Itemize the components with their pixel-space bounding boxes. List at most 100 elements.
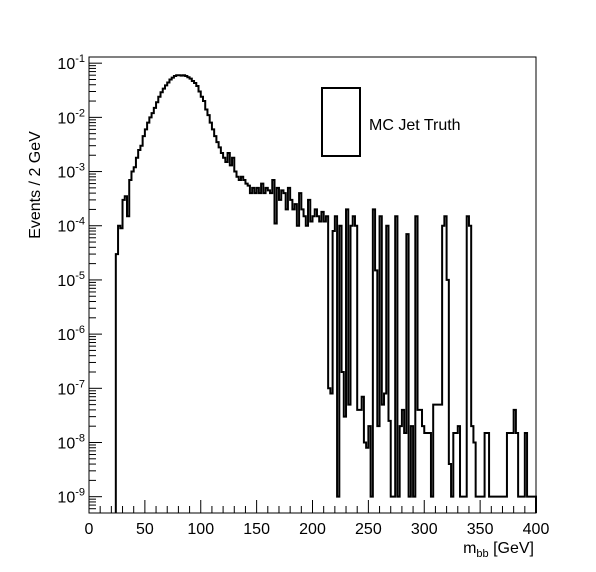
histogram-bin xyxy=(442,226,444,513)
histogram-bin xyxy=(451,497,453,513)
histogram-bin xyxy=(292,209,294,513)
histogram-bin xyxy=(313,216,315,513)
histogram-bin xyxy=(315,209,317,513)
histogram-bin xyxy=(149,117,151,513)
x-tick-label: 50 xyxy=(136,521,154,538)
histogram-bin xyxy=(192,81,194,513)
histogram-bin xyxy=(169,79,171,513)
histogram-bin xyxy=(252,188,254,513)
histogram-bin xyxy=(518,497,520,513)
histogram-bin xyxy=(529,497,531,513)
histogram-bin xyxy=(388,421,390,513)
histogram-bin xyxy=(158,97,160,513)
histogram-bin xyxy=(190,79,192,513)
histogram-bin xyxy=(371,497,373,513)
histogram-bin xyxy=(333,231,335,513)
histogram-bin xyxy=(456,433,458,513)
histogram-bin xyxy=(485,433,487,513)
histogram-bin xyxy=(140,146,142,513)
histogram-bin xyxy=(212,129,214,513)
histogram-bin xyxy=(203,101,205,513)
histogram-bin xyxy=(232,158,234,513)
histogram-bin xyxy=(353,216,355,513)
histogram-bin xyxy=(295,204,297,513)
histogram-bin xyxy=(248,186,250,513)
histogram-bin xyxy=(324,221,326,513)
histogram-bin xyxy=(201,97,203,513)
histogram-bin xyxy=(136,158,138,513)
histogram-bin xyxy=(205,109,207,513)
legend: MC Jet Truth xyxy=(321,87,461,157)
histogram-bin xyxy=(342,372,344,513)
histogram-bin xyxy=(131,172,133,513)
histogram-series xyxy=(114,74,537,513)
histogram-bin xyxy=(181,76,183,513)
histogram-bin xyxy=(473,442,475,513)
histogram-bin xyxy=(277,188,279,513)
y-tick-label: 10-2 xyxy=(57,107,85,127)
histogram-bin xyxy=(127,216,129,513)
histogram-bin xyxy=(337,497,339,513)
histogram-bin xyxy=(147,123,149,513)
y-tick-label: 10-6 xyxy=(57,324,85,344)
histogram-bin xyxy=(176,75,178,513)
histogram-bin xyxy=(339,226,341,513)
histogram-bin xyxy=(359,410,361,513)
histogram-bin xyxy=(364,442,366,513)
histogram-bin xyxy=(534,497,536,513)
histogram-bin xyxy=(275,223,277,513)
histogram-bin xyxy=(411,426,413,513)
histogram-bin xyxy=(308,200,310,513)
histogram-bin xyxy=(433,405,435,513)
histogram-bin xyxy=(134,167,136,513)
histogram-bin xyxy=(237,177,239,513)
histogram-bin xyxy=(402,410,404,513)
histogram-bin xyxy=(125,196,127,513)
histogram-bin xyxy=(366,448,368,513)
histogram-bin xyxy=(196,86,198,513)
histogram-bin xyxy=(281,190,283,513)
histogram-bin xyxy=(330,394,332,513)
y-tick-label: 10-5 xyxy=(57,270,85,290)
histogram-bin xyxy=(167,82,169,513)
histogram-bin xyxy=(239,180,241,513)
y-tick-label: 10-7 xyxy=(57,378,85,398)
histogram-bin xyxy=(321,212,323,513)
y-axis: 10-9 10-8 10-7 10-6 10-5 10-4 10-3 10-2 10-1 xyxy=(57,53,102,514)
histogram-bin xyxy=(431,497,433,513)
histogram-bin xyxy=(118,226,120,513)
histogram-bin xyxy=(152,113,154,513)
histogram-bin xyxy=(357,410,359,513)
histogram-bin xyxy=(476,497,478,513)
histogram-bin xyxy=(516,433,518,513)
histogram-bin xyxy=(494,497,496,513)
x-tick-label: 0 xyxy=(85,521,94,538)
histogram-bin xyxy=(393,497,395,513)
histogram-bin xyxy=(424,433,426,513)
histogram-bin xyxy=(283,193,285,513)
histogram-bin xyxy=(469,226,471,513)
histogram-bin xyxy=(440,405,442,513)
histogram-bin xyxy=(230,165,232,513)
histogram-bin xyxy=(368,426,370,513)
histogram-bin xyxy=(435,405,437,513)
histogram-bin xyxy=(438,405,440,513)
histogram-bin xyxy=(498,497,500,513)
histogram-bin xyxy=(346,209,348,513)
histogram-bin xyxy=(491,497,493,513)
histogram-bin xyxy=(288,188,290,513)
histogram-bin xyxy=(301,209,303,513)
histogram-step-line xyxy=(114,74,537,513)
histogram-bin xyxy=(409,497,411,513)
x-axis-title: mbb [GeV] xyxy=(463,540,534,560)
histogram-bin xyxy=(377,426,379,513)
histogram-bin xyxy=(348,405,350,513)
y-tick-label: 10-9 xyxy=(57,487,85,507)
x-axis-title-sub: bb xyxy=(476,548,488,560)
histogram-bin xyxy=(187,77,189,513)
histogram-bin xyxy=(138,150,140,513)
histogram-bin xyxy=(426,433,428,513)
y-tick-label: 10-1 xyxy=(57,53,85,73)
histogram-bin xyxy=(460,497,462,513)
histogram-bin xyxy=(306,226,308,513)
